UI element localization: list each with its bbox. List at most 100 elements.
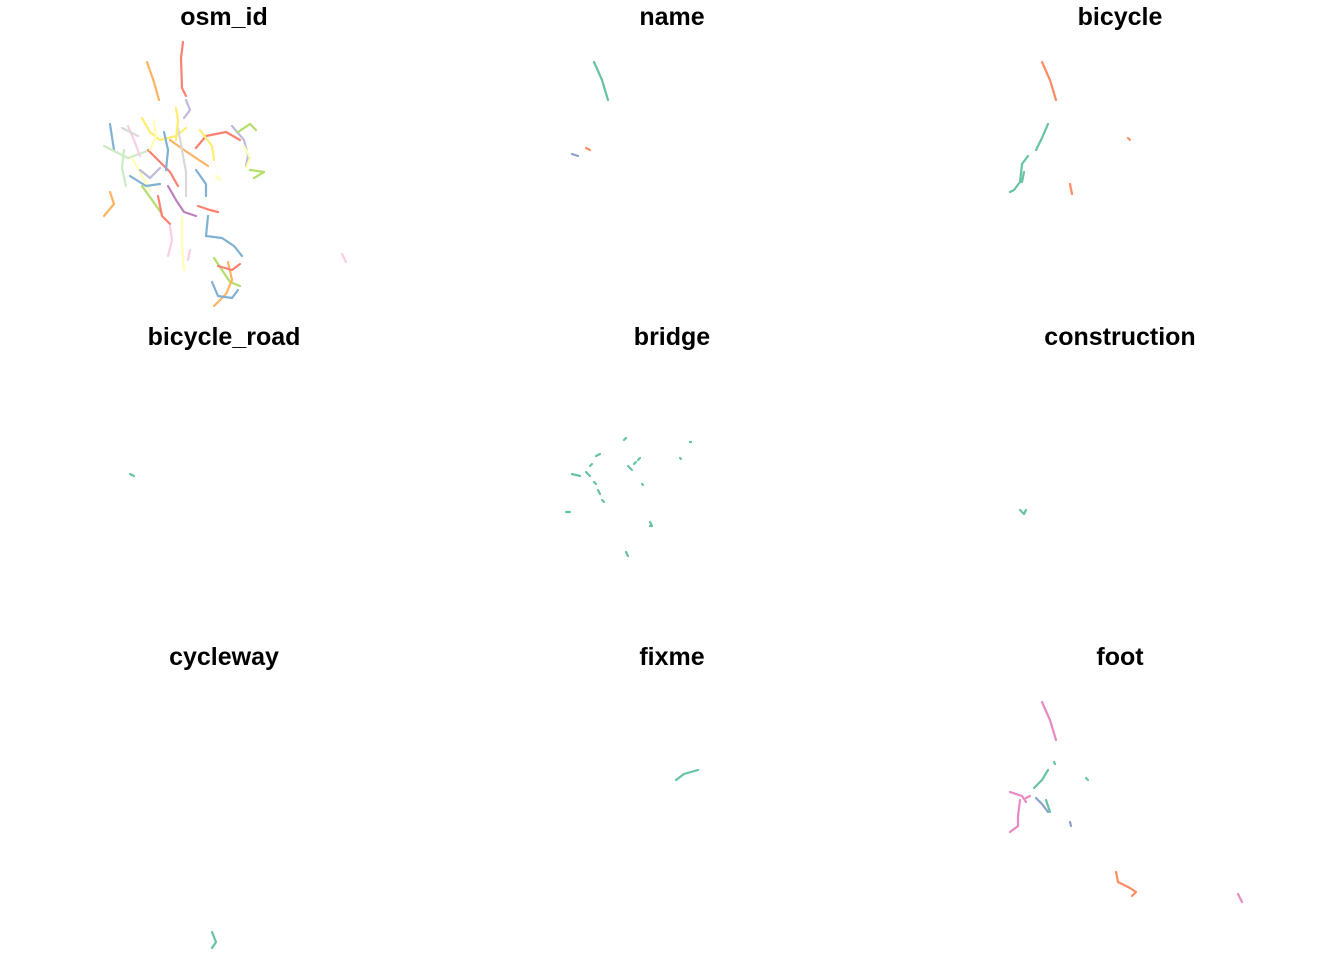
panel-construction: construction xyxy=(896,320,1344,640)
map-line xyxy=(138,166,162,180)
map-line xyxy=(179,40,188,98)
map-line xyxy=(214,174,222,182)
map-line xyxy=(678,456,683,461)
map-line xyxy=(636,456,642,462)
map-line xyxy=(596,488,602,496)
map-line xyxy=(212,260,234,308)
map-line xyxy=(162,130,170,172)
map-line xyxy=(174,106,180,142)
map-name xyxy=(570,60,610,158)
map-line xyxy=(186,248,192,262)
panel-fixme: fixme xyxy=(448,640,896,960)
map-line xyxy=(624,550,630,558)
map-line xyxy=(140,184,164,216)
map-line xyxy=(216,262,242,272)
map-line xyxy=(1126,136,1132,142)
map-line xyxy=(600,498,606,504)
map-line xyxy=(1040,700,1058,742)
map-line xyxy=(648,520,654,528)
map-line xyxy=(128,472,136,478)
map-line xyxy=(1032,768,1050,790)
panel-title: cycleway xyxy=(169,643,279,671)
panel-title: bridge xyxy=(633,323,711,351)
panel-foot: foot xyxy=(896,640,1344,960)
panel-title: construction xyxy=(1044,323,1196,351)
panel-title: foot xyxy=(1096,643,1144,671)
map-line xyxy=(194,168,208,198)
map-bicycle_road xyxy=(128,472,136,478)
map-line xyxy=(176,126,188,198)
map-line xyxy=(108,122,116,152)
map-line xyxy=(592,480,598,486)
map-line xyxy=(182,98,192,120)
map-line xyxy=(570,152,580,158)
map-line xyxy=(145,60,161,102)
map-line xyxy=(194,130,242,150)
panel-title: name xyxy=(639,3,705,31)
map-line xyxy=(156,194,172,226)
map-line xyxy=(120,126,140,138)
panel-bridge: bridge xyxy=(448,320,896,640)
map-line xyxy=(1068,182,1074,196)
map-line xyxy=(102,144,152,160)
map-line xyxy=(166,224,174,258)
map-line xyxy=(248,168,266,180)
map-line xyxy=(236,122,258,134)
panel-bicycle_road: bicycle_road xyxy=(0,320,448,640)
panel-cycleway: cycleway xyxy=(0,640,448,960)
map-foot xyxy=(1008,700,1244,904)
map-line xyxy=(1236,892,1244,904)
panel-osm_id: osm_id xyxy=(0,0,448,320)
map-line xyxy=(198,128,216,162)
map-line xyxy=(146,148,180,188)
map-line xyxy=(1052,760,1057,766)
map-line xyxy=(640,482,645,487)
map-bridge xyxy=(564,436,693,558)
map-line xyxy=(126,124,142,158)
map-line xyxy=(210,280,240,300)
map-line xyxy=(180,216,186,272)
map-line xyxy=(584,470,592,478)
map-line xyxy=(196,204,220,214)
map-line xyxy=(120,148,128,188)
map-line xyxy=(1008,798,1022,834)
map-line xyxy=(212,256,242,288)
map-line xyxy=(1068,820,1073,828)
map-line xyxy=(148,118,158,152)
map-line xyxy=(1114,870,1138,898)
map-line xyxy=(1008,154,1030,194)
map-line xyxy=(588,462,594,468)
map-construction xyxy=(1018,508,1028,516)
map-line xyxy=(1084,776,1090,782)
map-line xyxy=(168,138,210,168)
map-line xyxy=(102,190,116,218)
map-line xyxy=(1040,60,1058,102)
map-line xyxy=(204,214,244,258)
map-bicycle xyxy=(1008,60,1132,196)
map-line xyxy=(1008,790,1028,804)
map-line xyxy=(1044,798,1052,814)
map-line xyxy=(1020,170,1026,184)
map-line xyxy=(1018,508,1028,516)
map-line xyxy=(584,146,592,152)
map-fixme xyxy=(674,768,700,782)
panel-title: fixme xyxy=(639,643,705,671)
map-line xyxy=(230,124,250,168)
map-osm_id xyxy=(102,40,348,308)
map-line xyxy=(570,472,582,478)
map-line xyxy=(166,184,198,218)
panel-title: bicycle_road xyxy=(147,323,301,351)
panel-name: name xyxy=(448,0,896,320)
map-line xyxy=(592,60,610,102)
panel-title: osm_id xyxy=(180,3,268,31)
map-cycleway xyxy=(210,930,218,950)
panel-bicycle: bicycle xyxy=(896,0,1344,320)
map-line xyxy=(1024,794,1032,800)
map-line xyxy=(1034,122,1050,152)
map-line xyxy=(128,174,162,188)
map-line xyxy=(622,436,628,442)
map-line xyxy=(242,144,252,170)
map-line xyxy=(626,464,634,472)
map-line xyxy=(674,768,700,782)
map-line xyxy=(632,460,638,466)
